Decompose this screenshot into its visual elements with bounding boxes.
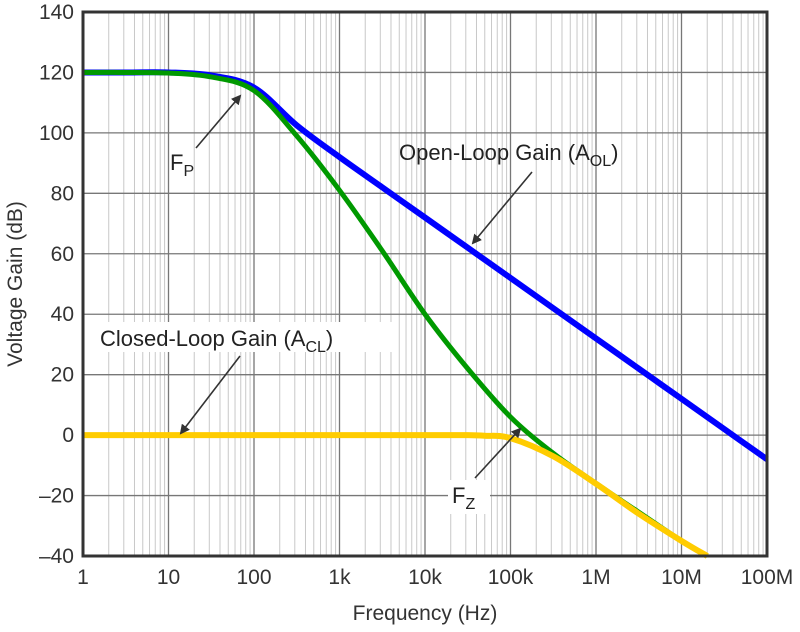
fz-arrow	[474, 427, 522, 479]
x-tick-label: 100	[236, 566, 271, 589]
x-tick-labels: 1 10 100 1k 10k 100k 1M 10M 100M	[77, 566, 793, 589]
fp-arrow	[195, 94, 242, 149]
acl-arrow	[179, 355, 241, 435]
y-tick-label: 140	[39, 1, 74, 24]
x-tick-label: 10k	[408, 566, 442, 589]
closed-loop-gain-line	[82, 432, 709, 559]
y-tick-label: –40	[39, 545, 74, 568]
x-tick-label: 100M	[741, 566, 794, 589]
plot-frame	[81, 10, 769, 558]
aol-arrow	[471, 171, 533, 245]
y-tick-label: –20	[39, 485, 74, 508]
y-tick-label: 40	[51, 303, 74, 326]
y-tick-label: 120	[39, 61, 74, 84]
y-tick-labels: 140 120 100 80 60 40 20 0 –20 –40	[39, 1, 74, 568]
fz-label: FZ	[452, 483, 475, 513]
x-tick-label: 10	[157, 566, 180, 589]
y-tick-label: 20	[51, 364, 74, 387]
minor-gridlines	[108, 12, 764, 556]
acl-label: Closed-Loop Gain (ACL)	[100, 326, 333, 356]
x-tick-label: 100k	[488, 566, 534, 589]
y-axis-label: Voltage Gain (dB)	[4, 201, 27, 367]
y-tick-label: 0	[62, 424, 74, 447]
series-lines	[82, 69, 769, 559]
x-tick-label: 1k	[328, 566, 351, 589]
x-tick-label: 10M	[661, 566, 702, 589]
x-tick-label: 1M	[581, 566, 610, 589]
major-gridlines	[82, 11, 768, 557]
y-tick-label: 60	[51, 243, 74, 266]
aol-label: Open-Loop Gain (AOL)	[399, 140, 618, 170]
fp-label: FP	[170, 150, 194, 180]
y-tick-label: 80	[51, 182, 74, 205]
x-axis-label: Frequency (Hz)	[353, 602, 498, 625]
y-tick-label: 100	[39, 122, 74, 145]
x-tick-label: 1	[77, 566, 89, 589]
